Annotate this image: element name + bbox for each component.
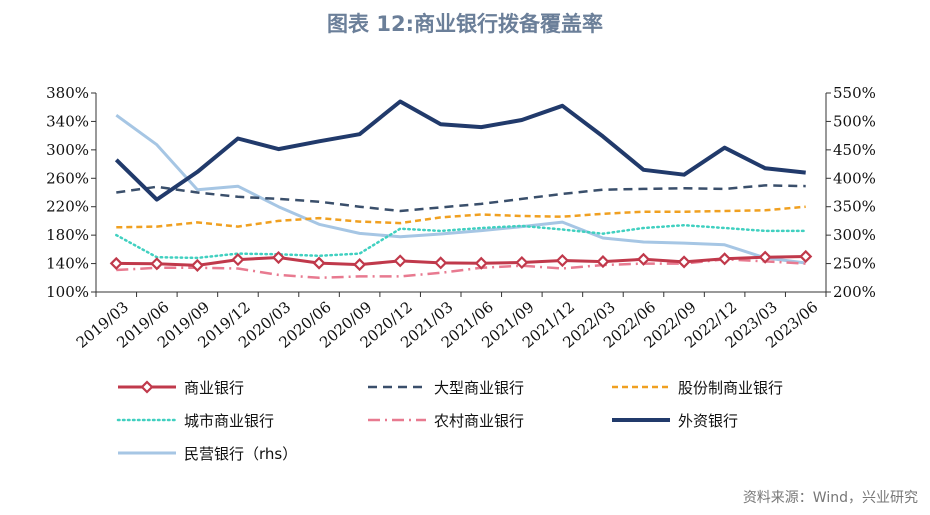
series-line-city bbox=[115, 223, 807, 260]
right-tick-label: 450% bbox=[833, 141, 876, 159]
data-point-commercial bbox=[190, 258, 204, 272]
series-line-private bbox=[115, 113, 806, 265]
data-point-commercial bbox=[271, 250, 286, 265]
series-line-commercial bbox=[116, 255, 806, 267]
data-point-commercial bbox=[515, 255, 529, 270]
chart-title: 图表 12:商业银行拨备覆盖率 bbox=[327, 12, 603, 36]
legend-label: 大型商业银行 bbox=[434, 379, 524, 397]
legend-label: 民营银行（rhs） bbox=[184, 445, 297, 463]
data-point-commercial bbox=[231, 253, 245, 267]
right-tick-label: 400% bbox=[833, 169, 876, 187]
right-tick-label: 250% bbox=[833, 255, 876, 273]
data-point-commercial bbox=[312, 256, 326, 270]
series-layer bbox=[109, 99, 813, 280]
data-point-commercial bbox=[393, 254, 407, 268]
legend-label: 商业银行 bbox=[184, 379, 244, 397]
series-line-joint bbox=[116, 205, 806, 229]
data-point-commercial bbox=[434, 256, 448, 270]
left-tick-label: 380% bbox=[46, 84, 89, 102]
left-tick-label: 300% bbox=[46, 141, 89, 159]
series-line-foreign bbox=[114, 99, 806, 202]
legend-marker bbox=[140, 380, 154, 394]
left-tick-label: 220% bbox=[46, 198, 89, 216]
legend-item-joint: 股份制商业银行 bbox=[612, 379, 783, 397]
legend-item-foreign: 外资银行 bbox=[612, 412, 738, 430]
data-point-commercial bbox=[150, 257, 164, 271]
legend-label: 外资银行 bbox=[678, 412, 738, 430]
series-line-large bbox=[116, 184, 806, 213]
legend-item-private: 民营银行（rhs） bbox=[118, 445, 297, 463]
data-point-commercial bbox=[636, 252, 651, 266]
left-tick-label: 340% bbox=[46, 112, 89, 130]
right-tick-label: 550% bbox=[833, 84, 876, 102]
data-point-commercial bbox=[555, 253, 569, 268]
legend-item-commercial: 商业银行 bbox=[118, 379, 244, 397]
right-tick-label: 300% bbox=[833, 226, 876, 244]
legend-item-rural: 农村商业银行 bbox=[368, 412, 524, 430]
left-tick-label: 260% bbox=[46, 169, 89, 187]
data-point-commercial bbox=[353, 258, 367, 272]
legend-label: 城市商业银行 bbox=[184, 412, 274, 430]
left-tick-label: 100% bbox=[46, 283, 89, 301]
legend-label: 农村商业银行 bbox=[434, 412, 524, 430]
legend-item-large: 大型商业银行 bbox=[368, 379, 524, 397]
left-tick-label: 180% bbox=[46, 226, 89, 244]
data-point-commercial bbox=[758, 250, 772, 264]
source-note: 资料来源：Wind，兴业研究 bbox=[743, 490, 918, 506]
right-tick-label: 500% bbox=[833, 112, 876, 130]
left-tick-label: 140% bbox=[46, 255, 89, 273]
legend-item-city: 城市商业银行 bbox=[116, 412, 274, 430]
data-point-commercial bbox=[109, 256, 123, 270]
data-point-commercial bbox=[718, 252, 732, 266]
right-tick-label: 200% bbox=[833, 283, 876, 301]
data-point-commercial bbox=[799, 249, 813, 264]
data-point-commercial bbox=[596, 255, 610, 269]
data-point-commercial bbox=[474, 256, 488, 270]
legend-label: 股份制商业银行 bbox=[678, 379, 783, 397]
right-tick-label: 350% bbox=[833, 198, 876, 216]
data-point-commercial bbox=[677, 255, 691, 269]
